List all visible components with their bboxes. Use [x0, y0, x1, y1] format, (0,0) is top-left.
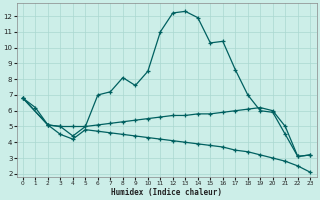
X-axis label: Humidex (Indice chaleur): Humidex (Indice chaleur): [111, 188, 222, 197]
